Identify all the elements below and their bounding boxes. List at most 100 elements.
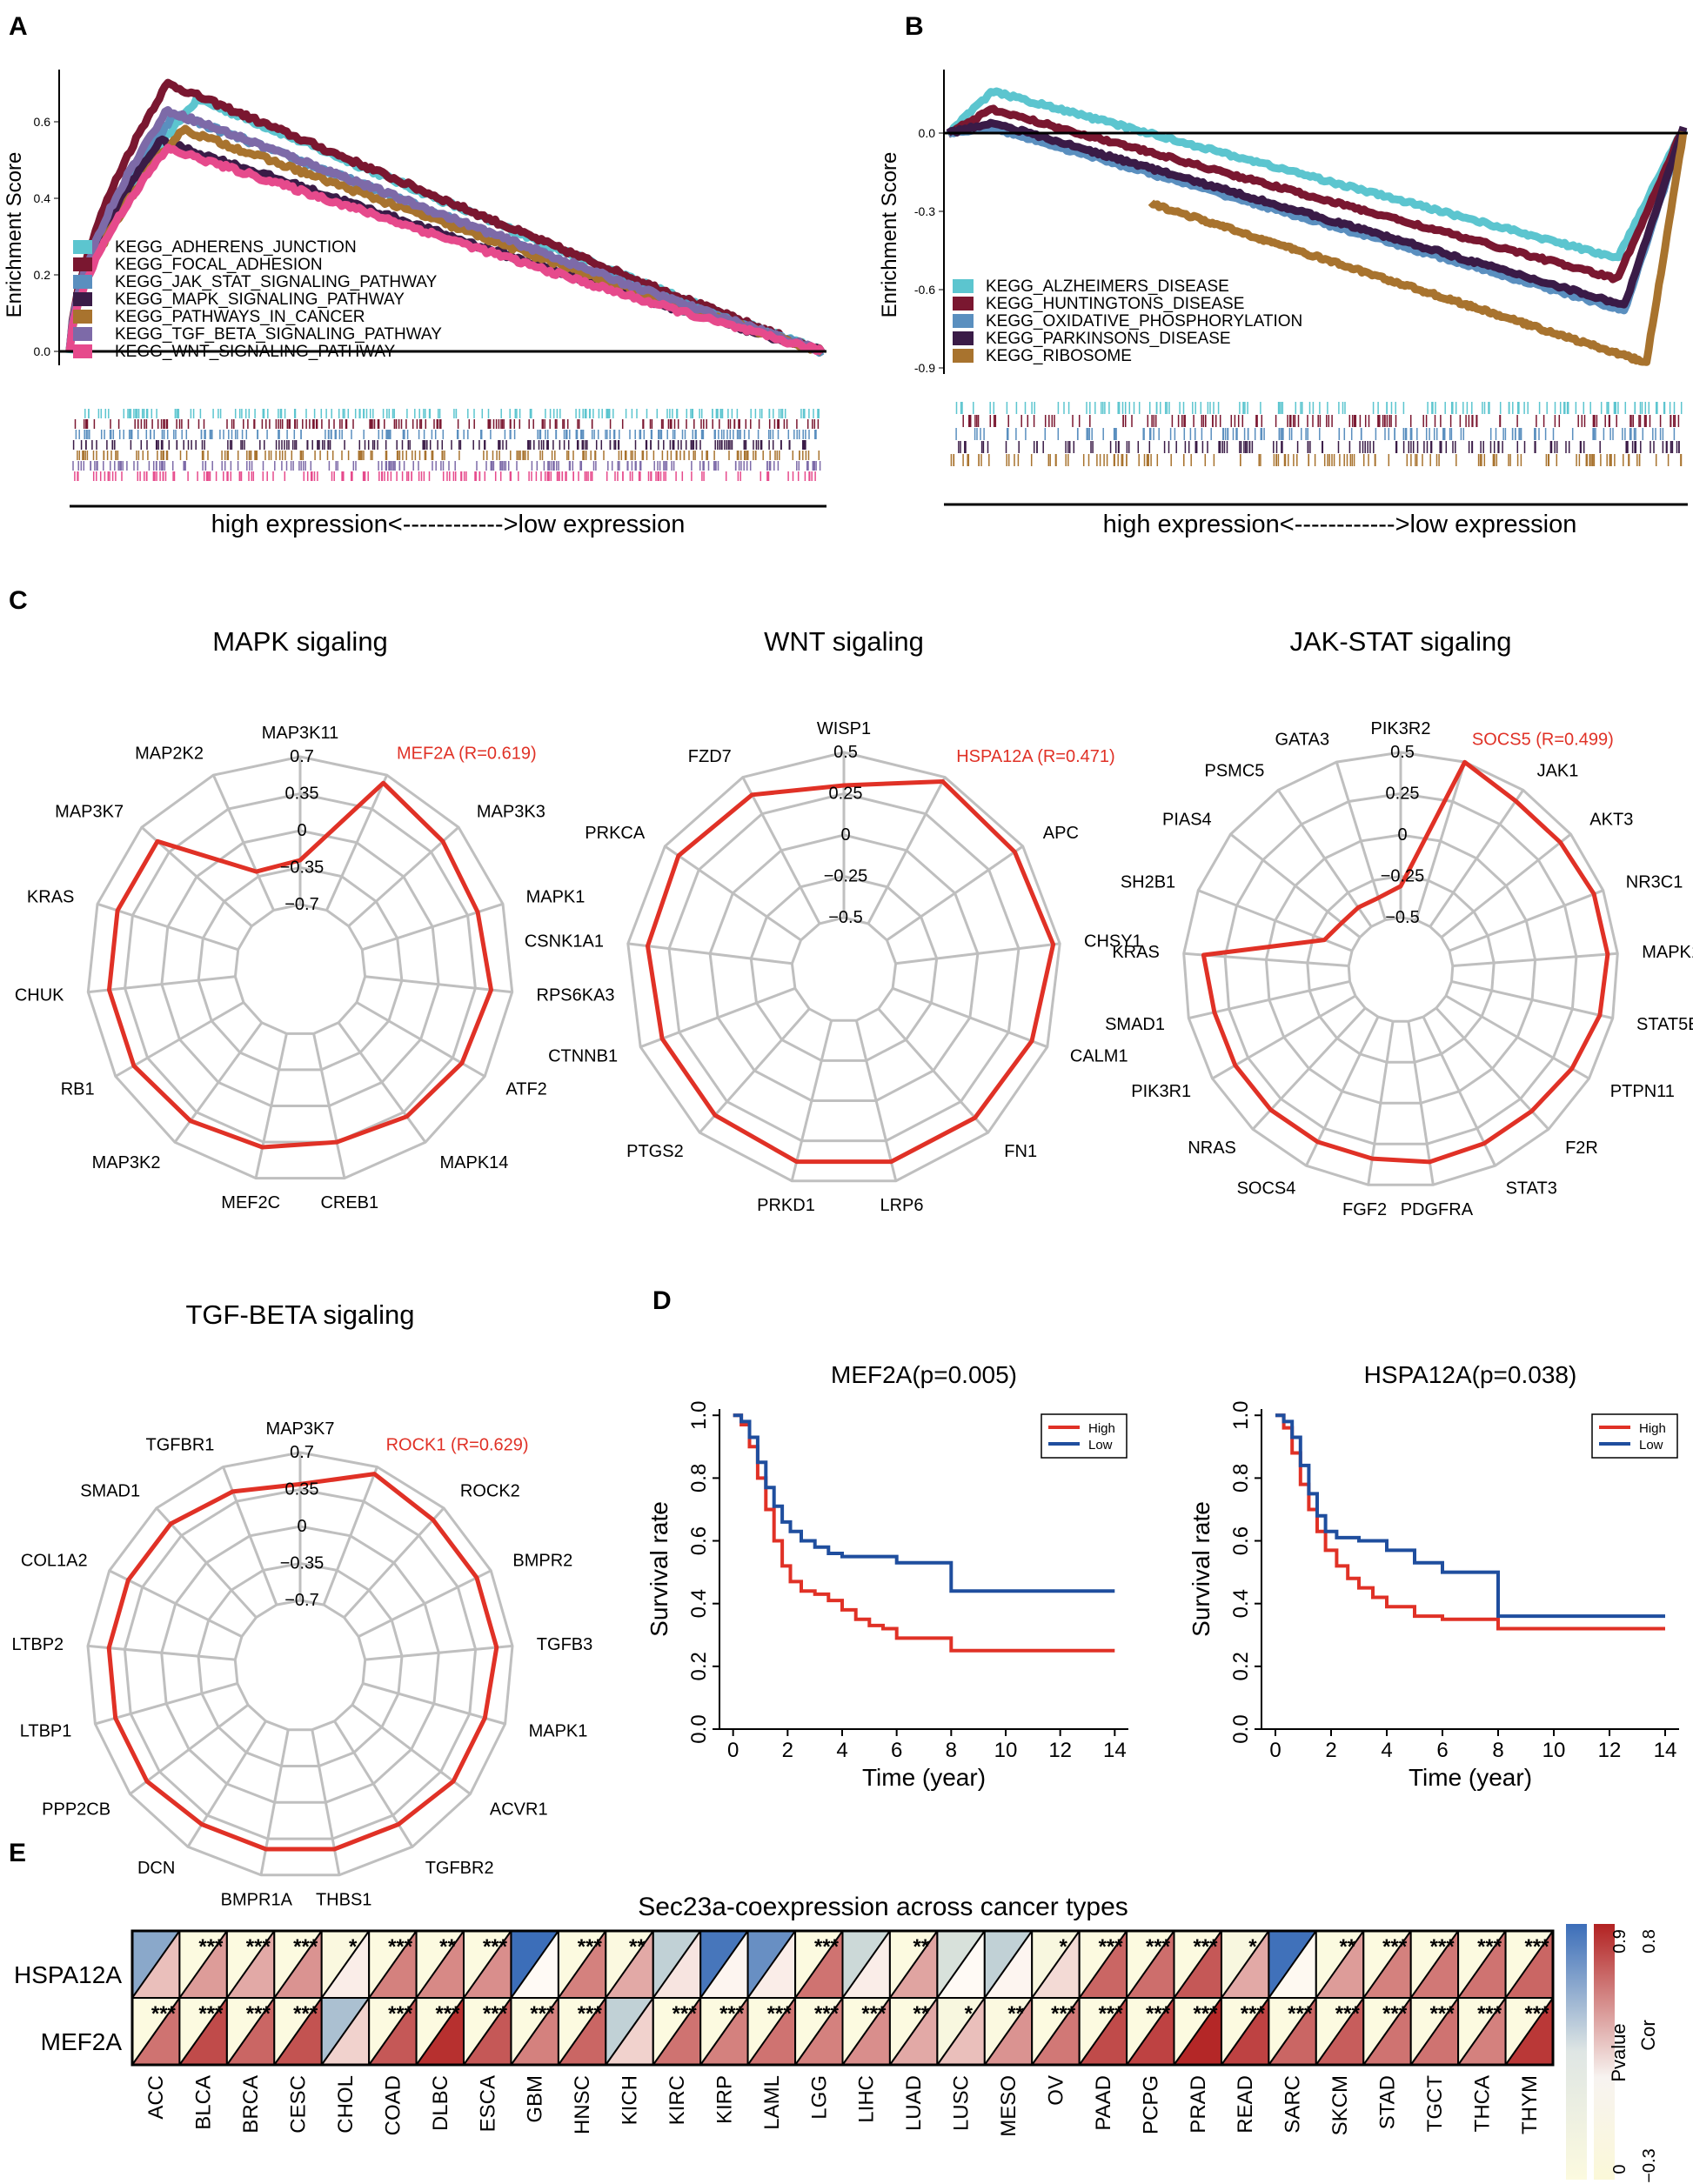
- km-hspa12a-ytick: 0.8: [1229, 1464, 1253, 1493]
- radar-tgfb: TGF-BETA sigaling 0.7 0.35 0 −0.35 −0.7 MAP3K7…: [12, 1299, 593, 1909]
- radar-wnt-spoke: [741, 776, 821, 925]
- heatmap-column-label: SKCM: [1328, 2075, 1352, 2135]
- gsea-a-legend-swatch: [73, 275, 92, 289]
- radar-tgfb-ring-label: −0.7: [284, 1591, 318, 1610]
- heatmap-cell-diagonal: [1409, 1997, 1459, 2066]
- heatmap-cell-diagonal: [1362, 1930, 1412, 1999]
- radar-jakstat-ring: [1264, 833, 1537, 1105]
- radar-jakstat-axis-label: JAK1: [1537, 761, 1579, 780]
- heatmap-stars: ***: [1524, 2002, 1549, 2026]
- heatmap-row-label: HSPA12A: [14, 1961, 122, 1988]
- gsea-plot-a: Enrichment Score 0.0 0.2 0.4 0.6 KEGG_AD…: [3, 70, 826, 538]
- radar-tgfb-axis-label: LTBP1: [20, 1722, 72, 1741]
- heatmap-cell-diagonal: [652, 1997, 702, 2066]
- radar-jakstat-axis-label: STAT5B: [1636, 1015, 1693, 1034]
- cor-legend-label: Cor: [1637, 2020, 1659, 2050]
- gsea-b-ytick: -0.6: [914, 283, 935, 297]
- km-mef2a-title: MEF2A(p=0.005): [831, 1361, 1017, 1388]
- gsea-b-curve: [946, 123, 1688, 315]
- panel-letter-a: A: [9, 12, 28, 41]
- radar-jakstat-axis-label: SOCS4: [1237, 1179, 1296, 1199]
- radar-jakstat-spoke: [1429, 789, 1525, 928]
- gsea-a-legend-label: KEGG_JAK_STAT_SIGNALING_PATHWAY: [115, 273, 438, 291]
- heatmap-cell-diagonal: [1078, 1997, 1128, 2066]
- heatmap-stars: ***: [483, 1935, 508, 1959]
- radar-tgfb-ring: [160, 1525, 440, 1804]
- heatmap-cell-diagonal: [1268, 1997, 1317, 2066]
- radar-wnt-spoke: [664, 845, 802, 942]
- radar-tgfb-axis-label: TGFBR1: [145, 1435, 214, 1454]
- radar-wnt-title: WNT sigaling: [764, 626, 924, 657]
- heatmap-column-label: HNSC: [571, 2075, 594, 2134]
- radar-jakstat-ring-label: −0.5: [1385, 908, 1419, 927]
- heatmap-cell-diagonal: [1173, 1997, 1222, 2066]
- heatmap-stars: **: [913, 1935, 930, 1959]
- radar-tgfb-axis-label: THBS1: [316, 1890, 371, 1909]
- km-mef2a-ytick: 0.0: [687, 1714, 711, 1743]
- heatmap-cell-diagonal: [415, 1997, 465, 2066]
- pvalue-legend-tick: 0.9: [1610, 1929, 1629, 1954]
- radar-tgfb-ring-label: 0.35: [285, 1480, 319, 1499]
- radar-wnt-ring: [749, 874, 939, 1062]
- radar-jakstat-spoke: [1335, 761, 1387, 921]
- heatmap-stars: ***: [1524, 1935, 1549, 1959]
- heatmap-stars: ***: [767, 2002, 793, 2026]
- radar-wnt-ring-label: 0.5: [833, 743, 858, 762]
- radar-jakstat-spoke: [1435, 1006, 1550, 1131]
- gsea-a-legend-swatch: [73, 240, 92, 254]
- radar-mapk-axis-label: KRAS: [27, 888, 74, 907]
- radar-mapk-axis-label: RPS6KA3: [537, 986, 615, 1005]
- radar-jakstat-ring-label: 0.25: [1386, 785, 1420, 804]
- heatmap-stars: ***: [246, 2002, 271, 2026]
- heatmap-stars: ***: [530, 2002, 555, 2026]
- radar-tgfb-spoke: [365, 1644, 513, 1661]
- radar-wnt-axis-label: HSPA12A (R=0.471): [956, 747, 1115, 766]
- heatmap-stars: ***: [198, 2002, 224, 2026]
- radar-wnt-ring: [667, 791, 1020, 1143]
- km-mef2a-curve-high: [733, 1413, 1115, 1653]
- heatmap-cell-diagonal: [1221, 1997, 1270, 2066]
- km-hspa12a-xtick: 12: [1598, 1739, 1622, 1762]
- heatmap-stars: ***: [578, 2002, 603, 2026]
- radar-tgfb-ring-label: 0.7: [290, 1443, 314, 1462]
- heatmap-cell-diagonal: [368, 1930, 418, 1999]
- radar-wnt-spoke: [867, 776, 947, 925]
- km-mef2a-ytick: 0.8: [687, 1464, 711, 1493]
- radar-tgfb-spoke: [129, 1704, 250, 1795]
- gsea-a-ytick: 0.2: [34, 268, 51, 282]
- radar-jakstat-spoke: [1451, 979, 1614, 1020]
- radar-mapk-ring-label: −0.7: [284, 895, 318, 914]
- heatmap-column-label: READ: [1234, 2075, 1257, 2134]
- radar-jakstat-axis-label: KRAS: [1112, 943, 1159, 962]
- radar-mapk: MAPK sigaling 0.7 0.35 0 −0.35 −0.7 MAP3K11 MEF…: [15, 626, 615, 1212]
- heatmap-stars: **: [1339, 1935, 1355, 1959]
- km-mef2a-ylabel: Survival rate: [646, 1501, 673, 1637]
- km-hspa12a-ytick: 0.2: [1229, 1652, 1253, 1680]
- radar-jakstat-axis-label: GATA3: [1275, 730, 1329, 749]
- radar-tgfb-axis-label: ROCK2: [460, 1481, 520, 1500]
- gsea-a-curve: [65, 144, 826, 356]
- radar-jakstat-axis-label: PIK3R1: [1131, 1082, 1191, 1101]
- heatmap-column-label: KIRC: [666, 2075, 689, 2125]
- km-hspa12a-xtick: 6: [1436, 1739, 1448, 1762]
- heatmap-stars: *: [349, 1935, 358, 1959]
- radar-wnt-spoke: [854, 1019, 898, 1182]
- heatmap-cell-diagonal: [983, 1930, 1034, 1999]
- gsea-b-ytick: -0.3: [914, 204, 935, 218]
- radar-tgfb-axis-label: BMPR1A: [221, 1890, 293, 1909]
- gsea-b-curve: [1148, 130, 1688, 366]
- heatmap-cell-diagonal: [1315, 1930, 1365, 1999]
- radar-mapk-spoke: [211, 774, 275, 912]
- km-mef2a-legend-label: Low: [1088, 1438, 1113, 1453]
- heatmap-stars: *: [965, 2002, 974, 2026]
- heatmap-cell-diagonal: [273, 1997, 323, 2066]
- radar-jakstat-spoke: [1415, 761, 1467, 921]
- heatmap-column-label: BRCA: [239, 2075, 263, 2134]
- gsea-a-legend-swatch: [73, 344, 92, 358]
- heatmap-stars: **: [629, 1935, 646, 1959]
- pvalue-legend-tick: 0: [1610, 2164, 1629, 2174]
- radar-tgfb-spoke: [362, 1682, 506, 1726]
- heatmap-column-label: KICH: [619, 2075, 642, 2125]
- gsea-b-ytick: -0.9: [914, 361, 935, 375]
- heatmap-column-label: LUAD: [902, 2075, 926, 2131]
